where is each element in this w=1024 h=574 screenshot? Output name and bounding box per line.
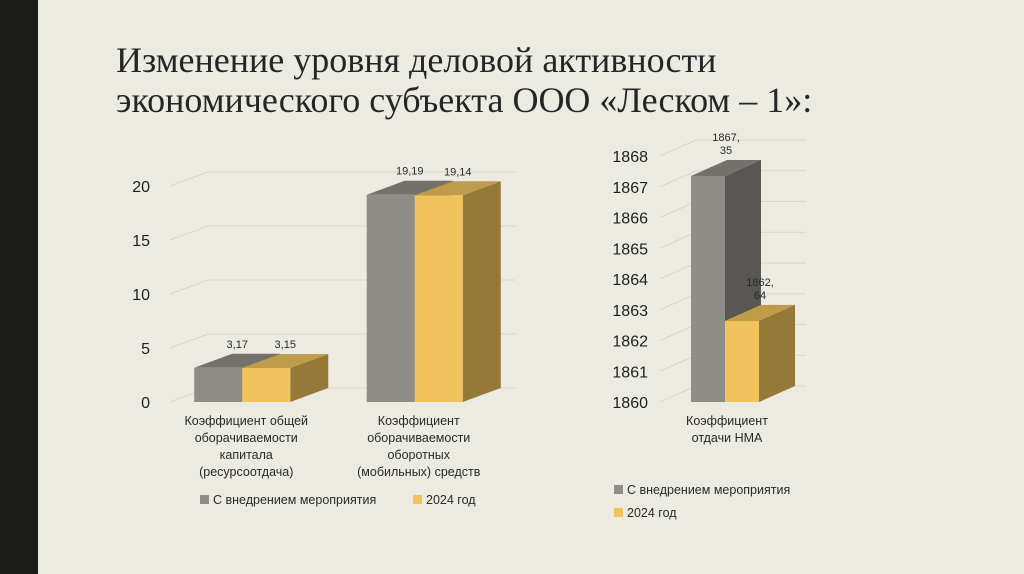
bar-top <box>691 159 761 176</box>
bar-front <box>242 367 291 402</box>
x-category-label-line: Коэффициент <box>378 414 460 428</box>
bar-front <box>366 194 415 402</box>
legend-item: С внедрением мероприятия <box>614 483 790 497</box>
legend-label: 2024 год <box>426 493 476 507</box>
x-category-label-line: капитала <box>220 448 273 462</box>
gridline-side <box>659 262 697 280</box>
x-category-label-line: отдачи НМА <box>692 431 763 445</box>
gridline <box>169 171 515 187</box>
slide-sidebar <box>0 0 38 574</box>
y-tick-label: 1865 <box>612 241 648 258</box>
legend-swatch <box>614 508 623 517</box>
gridline-side <box>659 231 697 249</box>
x-category-label-line: оборачиваемости <box>195 431 298 445</box>
bar-front <box>691 175 725 402</box>
data-label-line: 19,19 <box>396 166 424 178</box>
bar-front <box>194 367 243 402</box>
gridline-side <box>659 170 697 188</box>
data-label: 3,17 <box>227 339 248 351</box>
legend-label: С внедрением мероприятия <box>213 493 376 507</box>
x-category-label-line: Коэффициент общей <box>184 414 308 428</box>
slide-title: Изменение уровня деловой активности экон… <box>116 40 976 120</box>
bar <box>414 181 501 402</box>
bar-side <box>290 353 329 402</box>
gridline-side <box>169 171 209 187</box>
gridline-side <box>169 279 209 295</box>
data-label-line: 3,15 <box>275 339 296 351</box>
bar-top <box>194 353 281 368</box>
y-tick-label: 10 <box>132 287 150 304</box>
bar-top <box>725 304 795 321</box>
bar-top <box>414 181 501 196</box>
y-tick-label: 1863 <box>612 303 648 320</box>
y-tick-label: 1861 <box>612 364 648 381</box>
slide-title-line-1: Изменение уровня деловой активности <box>116 40 717 80</box>
bar-top <box>366 180 453 195</box>
y-tick-label: 0 <box>141 395 150 412</box>
x-category-label: Коэффициент оборачиваемости оборотных (моби… <box>357 414 481 479</box>
data-label: 1862, 64 <box>746 277 774 302</box>
data-label: 3,15 <box>275 339 296 351</box>
bar-front <box>725 320 759 402</box>
bar <box>242 353 329 402</box>
x-category-label-line: (мобильных) средств <box>357 465 481 479</box>
y-tick-label: 20 <box>132 179 150 196</box>
gridline-side <box>659 293 697 311</box>
data-label: 19,19 <box>396 166 424 178</box>
bar <box>725 304 795 402</box>
gridline-side <box>169 333 209 349</box>
y-tick-label: 1868 <box>612 149 648 166</box>
legend-item: 2024 год <box>413 493 476 507</box>
y-tick-label: 1862 <box>612 334 648 351</box>
x-category-label-line: оборачиваемости <box>367 431 470 445</box>
y-tick-label: 1860 <box>612 395 648 412</box>
y-tick-label: 1867 <box>612 180 648 197</box>
legend-swatch <box>614 485 623 494</box>
gridline-side <box>169 225 209 241</box>
data-label-line: 19,14 <box>444 166 472 178</box>
bar-top <box>242 353 329 368</box>
data-label: 19,14 <box>444 166 472 178</box>
x-category-label-line: (ресурсоотдача) <box>199 465 293 479</box>
data-label-line: 64 <box>754 290 766 302</box>
gridline-side <box>659 324 697 341</box>
data-label: 1867, 35 <box>712 132 740 157</box>
x-category-label: Коэффициент общей оборачиваемости капитала… <box>184 414 308 479</box>
y-tick-label: 15 <box>132 233 150 250</box>
data-label-line: 3,17 <box>227 339 248 351</box>
bar-front <box>414 195 463 402</box>
x-category-label-line: Коэффициент <box>686 414 768 428</box>
x-category-label: Коэффициент отдачи НМА <box>686 414 768 445</box>
x-category-label-line: оборотных <box>387 448 450 462</box>
gridline-side <box>659 354 697 372</box>
gridline <box>659 139 806 157</box>
bar-side <box>759 304 795 402</box>
legend-swatch <box>413 495 422 504</box>
data-label-line: 1862, <box>746 277 774 289</box>
y-tick-label: 1864 <box>612 272 648 289</box>
slide-title-line-2: экономического субъекта ООО «Леском – 1»… <box>116 80 813 120</box>
legend-label: 2024 год <box>627 506 677 520</box>
bar-side <box>462 181 501 402</box>
legend-item: С внедрением мероприятия <box>200 493 376 507</box>
gridline-side <box>659 385 697 403</box>
data-label-line: 1867, <box>712 132 740 144</box>
data-label-line: 35 <box>720 145 732 157</box>
legend-swatch <box>200 495 209 504</box>
gridline-side <box>659 201 697 218</box>
y-tick-label: 5 <box>141 341 150 358</box>
legend-label: С внедрением мероприятия <box>627 483 790 497</box>
gridline-side <box>659 139 697 157</box>
y-tick-label: 1866 <box>612 211 648 228</box>
legend-item: 2024 год <box>614 506 677 520</box>
